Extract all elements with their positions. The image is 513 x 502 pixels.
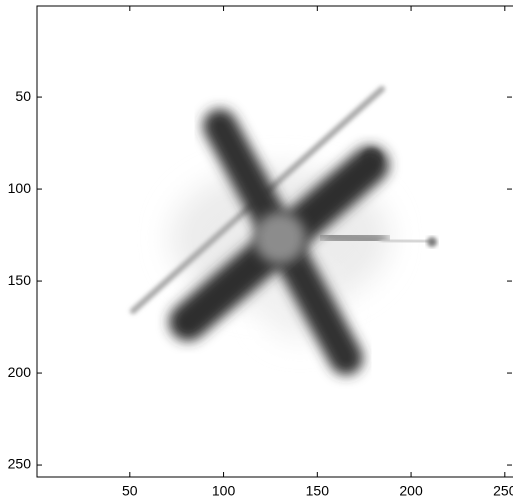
image — [130, 86, 437, 375]
y-tick-label: 200 — [8, 364, 32, 380]
x-tick-label: 150 — [306, 483, 330, 499]
y-tick-label: 50 — [15, 88, 31, 104]
y-tick-label: 150 — [8, 272, 32, 288]
x-tick-label: 50 — [122, 483, 138, 499]
x-tick-label: 200 — [399, 483, 423, 499]
y-tick-label: 250 — [8, 456, 32, 472]
y-tick-label: 100 — [8, 180, 32, 196]
axes-frame — [36, 5, 513, 478]
x-tick-label: 250 — [493, 483, 513, 499]
x-tick-label: 100 — [212, 483, 236, 499]
